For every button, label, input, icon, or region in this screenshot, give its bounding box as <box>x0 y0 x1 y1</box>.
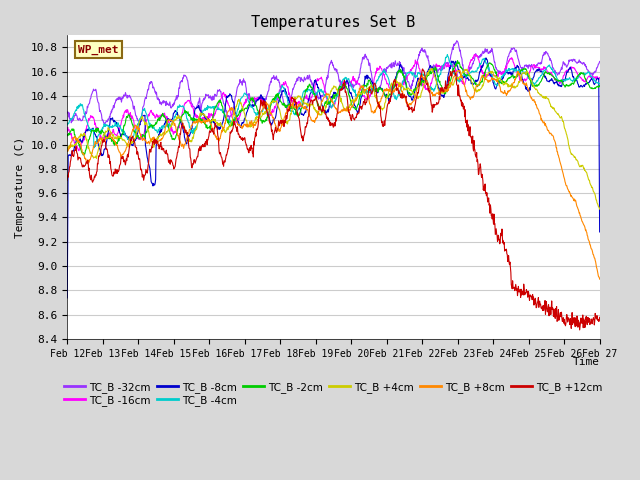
TC_B -32cm <box>355 74 362 80</box>
TC_B -8cm <box>355 109 362 115</box>
TC_B -2cm <box>79 152 87 158</box>
TC_B -32cm <box>596 59 604 64</box>
TC_B +12cm <box>343 93 351 99</box>
TC_B -8cm <box>343 79 351 84</box>
TC_B +12cm <box>153 138 161 144</box>
TC_B -32cm <box>63 109 71 115</box>
TC_B +4cm <box>63 145 71 151</box>
TC_B +4cm <box>153 137 161 143</box>
TC_B +4cm <box>294 93 302 98</box>
Text: WP_met: WP_met <box>78 45 118 55</box>
Y-axis label: Temperature (C): Temperature (C) <box>15 136 25 238</box>
Line: TC_B +4cm: TC_B +4cm <box>67 68 600 209</box>
TC_B +8cm <box>63 147 71 153</box>
TC_B -16cm <box>134 136 142 142</box>
TC_B +4cm <box>343 104 351 109</box>
TC_B -32cm <box>453 38 461 44</box>
TC_B -2cm <box>355 101 362 107</box>
TC_B -16cm <box>355 82 362 87</box>
TC_B -32cm <box>243 92 251 98</box>
TC_B -32cm <box>154 96 161 102</box>
TC_B -4cm <box>344 76 351 82</box>
TC_B -8cm <box>134 129 141 135</box>
Text: Time: Time <box>573 357 600 367</box>
TC_B -16cm <box>75 148 83 154</box>
TC_B -2cm <box>134 133 142 139</box>
TC_B +12cm <box>134 149 141 155</box>
TC_B -32cm <box>295 74 303 80</box>
TC_B +12cm <box>576 327 584 333</box>
TC_B -2cm <box>454 58 461 63</box>
TC_B -16cm <box>596 74 604 80</box>
TC_B +8cm <box>596 276 604 282</box>
TC_B +8cm <box>153 141 161 146</box>
TC_B -4cm <box>63 122 71 128</box>
TC_B -2cm <box>154 118 161 124</box>
TC_B +8cm <box>454 68 462 73</box>
TC_B -4cm <box>295 107 303 112</box>
TC_B +8cm <box>243 121 250 127</box>
TC_B +12cm <box>294 112 302 118</box>
TC_B -16cm <box>295 99 303 105</box>
Title: Temperatures Set B: Temperatures Set B <box>252 15 415 30</box>
TC_B -4cm <box>154 130 161 135</box>
Line: TC_B -4cm: TC_B -4cm <box>67 55 600 148</box>
TC_B -8cm <box>243 109 250 115</box>
TC_B -4cm <box>243 93 251 99</box>
Line: TC_B +12cm: TC_B +12cm <box>67 69 600 330</box>
TC_B -2cm <box>344 86 351 92</box>
TC_B -8cm <box>294 103 302 109</box>
TC_B -32cm <box>344 81 351 86</box>
TC_B -4cm <box>444 52 451 58</box>
TC_B -16cm <box>63 129 71 134</box>
TC_B -16cm <box>344 81 351 86</box>
TC_B +4cm <box>355 92 362 98</box>
TC_B -4cm <box>90 145 98 151</box>
TC_B +4cm <box>428 65 436 71</box>
TC_B -8cm <box>153 137 161 143</box>
TC_B -32cm <box>134 118 142 123</box>
Legend: TC_B -32cm, TC_B -16cm, TC_B -8cm, TC_B -4cm, TC_B -2cm, TC_B +4cm, TC_B +8cm, T: TC_B -32cm, TC_B -16cm, TC_B -8cm, TC_B … <box>60 377 607 410</box>
TC_B +8cm <box>355 90 362 96</box>
Line: TC_B -2cm: TC_B -2cm <box>67 60 600 155</box>
TC_B +8cm <box>294 104 302 110</box>
TC_B -2cm <box>295 112 303 118</box>
Line: TC_B -16cm: TC_B -16cm <box>67 54 600 151</box>
TC_B -16cm <box>471 51 479 57</box>
TC_B -2cm <box>596 83 604 88</box>
TC_B -2cm <box>63 132 71 138</box>
TC_B -4cm <box>134 122 142 128</box>
TC_B +12cm <box>243 142 250 148</box>
TC_B +12cm <box>63 177 71 183</box>
TC_B -16cm <box>154 114 161 120</box>
TC_B -8cm <box>596 229 604 235</box>
TC_B -8cm <box>482 55 490 61</box>
TC_B +4cm <box>596 206 604 212</box>
Line: TC_B -8cm: TC_B -8cm <box>67 58 600 298</box>
Line: TC_B +8cm: TC_B +8cm <box>67 71 600 279</box>
TC_B +8cm <box>134 124 141 130</box>
TC_B -16cm <box>243 96 251 101</box>
TC_B +4cm <box>134 126 141 132</box>
TC_B -4cm <box>596 81 604 86</box>
TC_B +8cm <box>343 107 351 113</box>
TC_B +4cm <box>243 118 250 123</box>
TC_B -4cm <box>355 93 362 98</box>
TC_B +12cm <box>596 314 604 320</box>
TC_B +12cm <box>355 110 362 116</box>
Line: TC_B -32cm: TC_B -32cm <box>67 41 600 125</box>
TC_B -2cm <box>243 106 251 111</box>
TC_B -8cm <box>63 295 71 301</box>
TC_B +12cm <box>419 66 426 72</box>
TC_B -32cm <box>100 122 108 128</box>
